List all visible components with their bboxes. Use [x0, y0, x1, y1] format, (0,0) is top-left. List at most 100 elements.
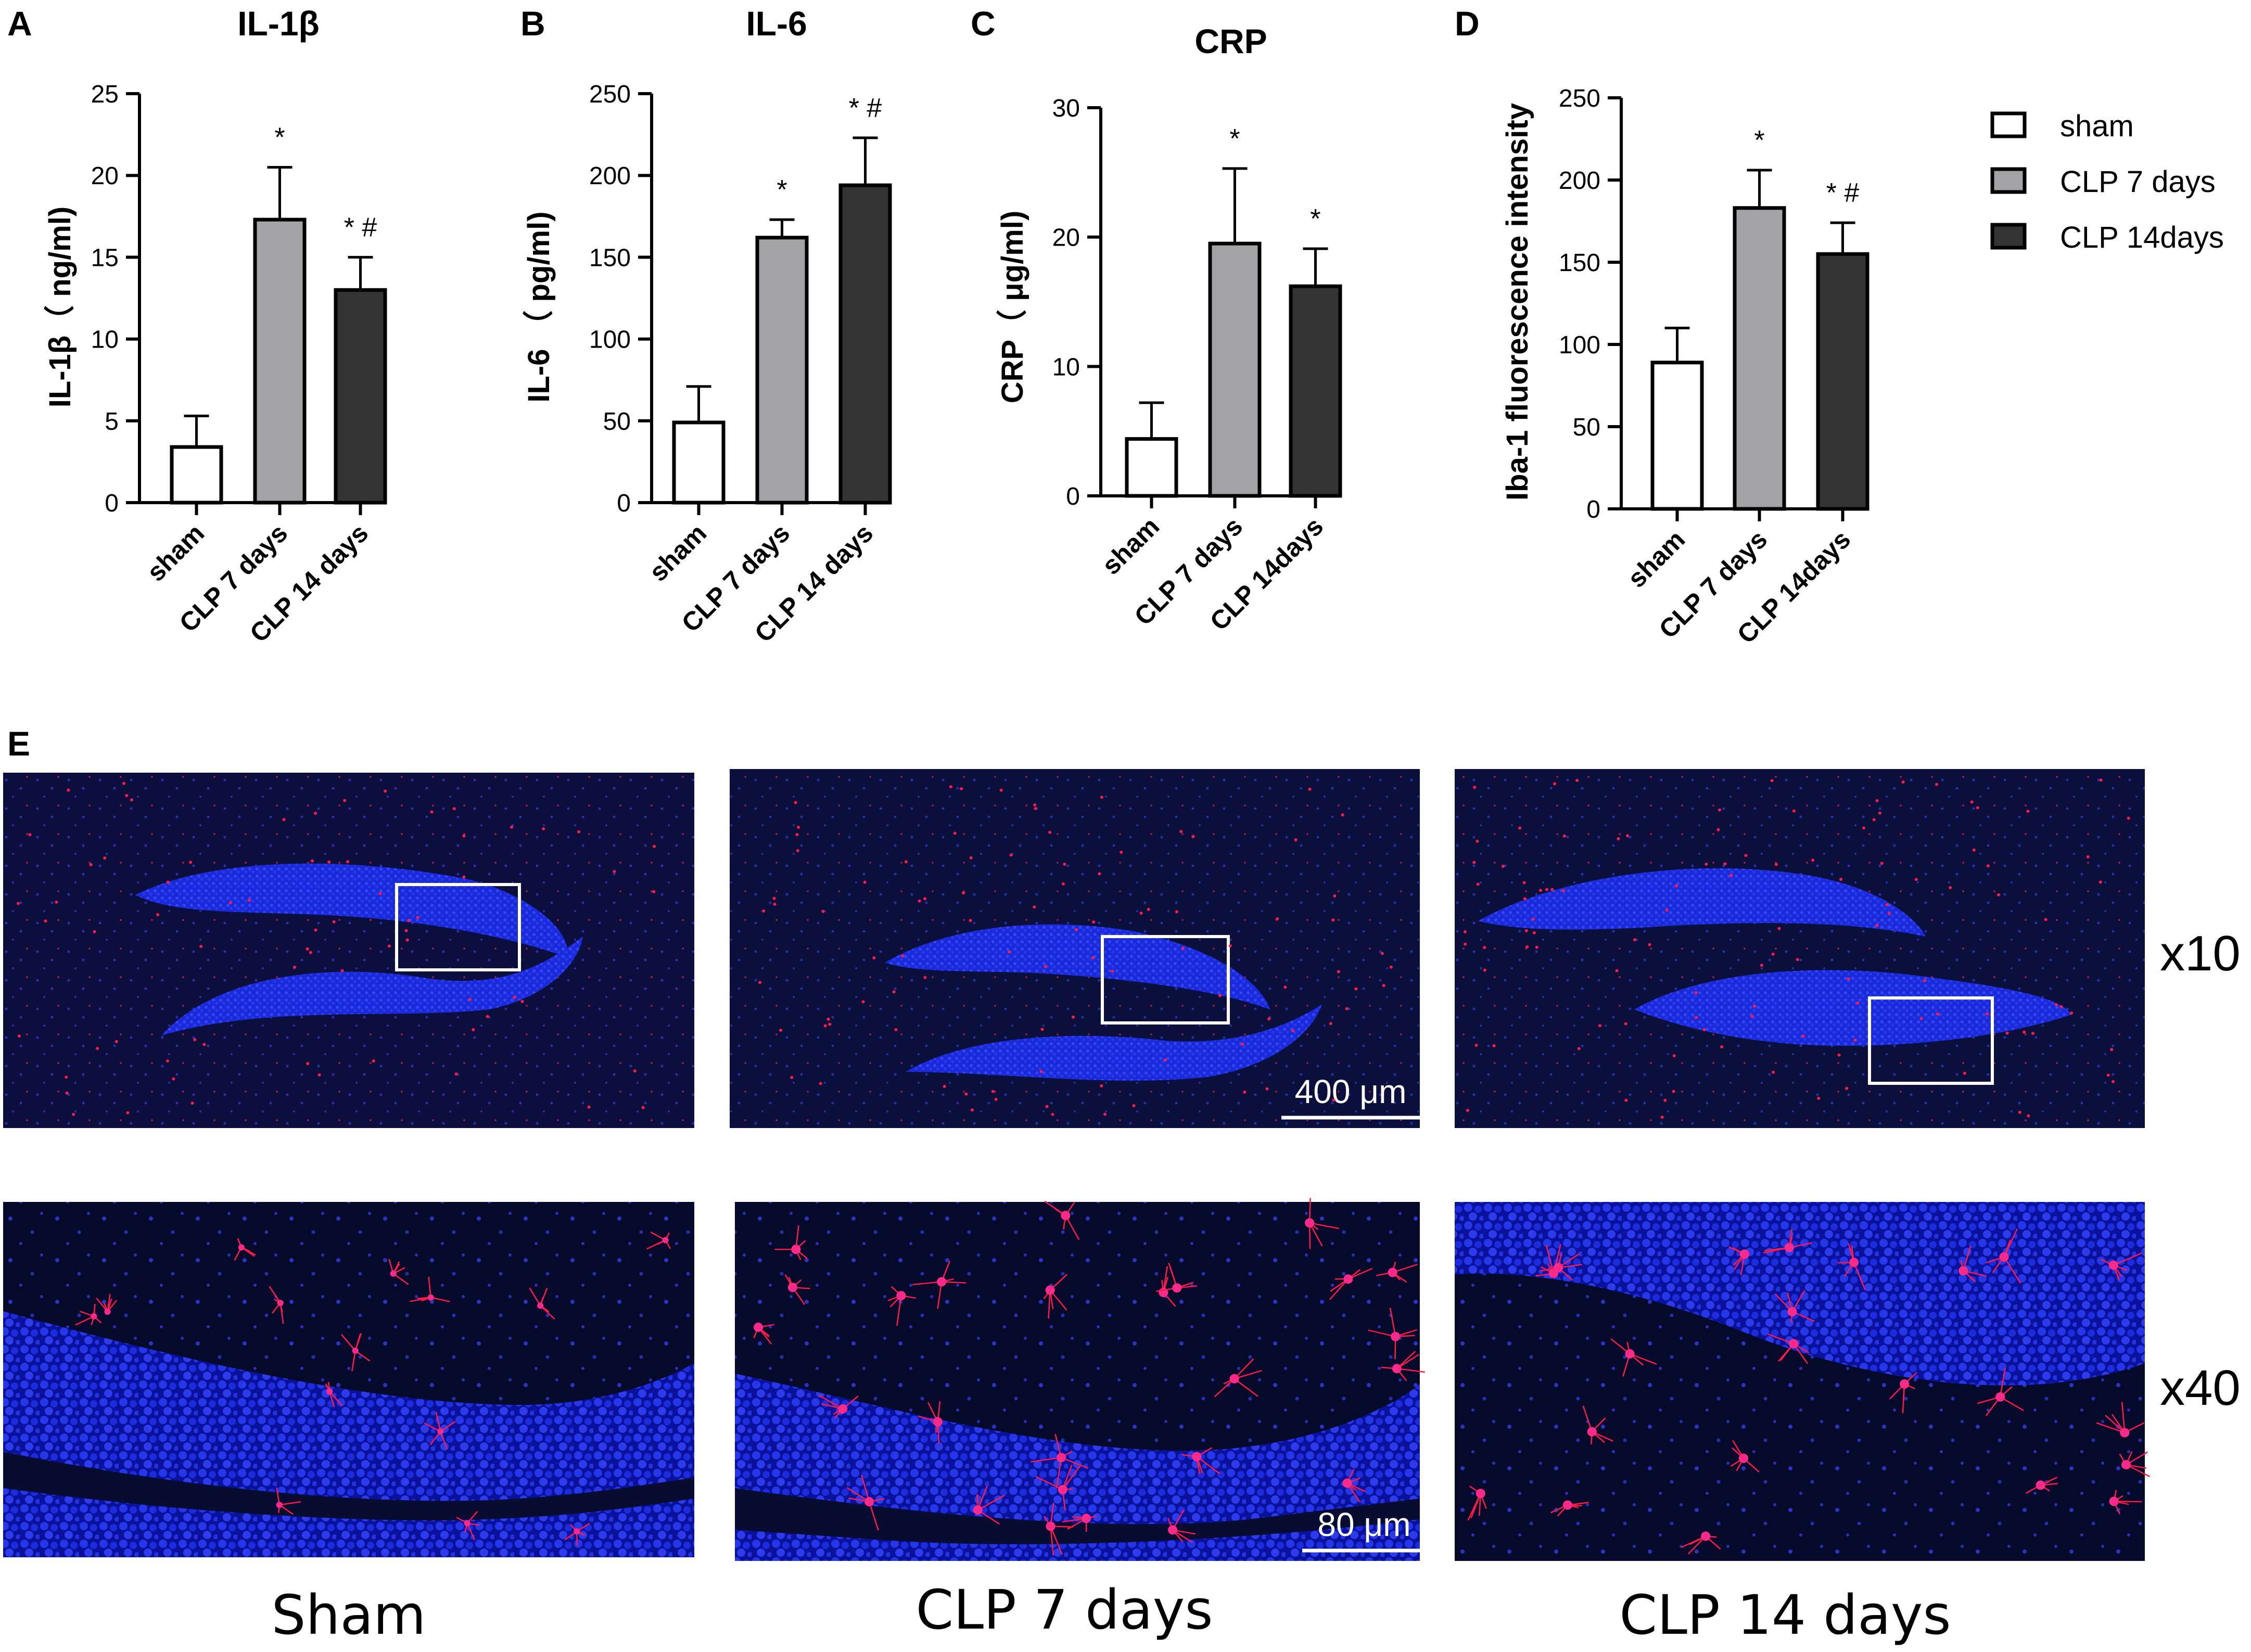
- microglia-cell: [427, 1294, 434, 1301]
- microglia-cell: [1192, 1452, 1202, 1462]
- microglia-cell: [1817, 1097, 1821, 1100]
- microglia-cell: [1044, 965, 1047, 968]
- microglia-cell: [416, 916, 419, 919]
- microglia-cell: [1147, 907, 1150, 911]
- microglia-cell: [1849, 1258, 1859, 1267]
- micrograph-x10-clp14: [1455, 769, 2145, 1128]
- microglia-cell: [1103, 1112, 1107, 1116]
- microglia-cell: [1856, 1001, 1860, 1005]
- microglia-cell: [72, 1112, 75, 1116]
- microglia-cell: [1839, 878, 1843, 881]
- microglia-cell: [652, 844, 656, 848]
- microglia-cell: [1598, 1024, 1602, 1028]
- legend-label-sham: sham: [2060, 109, 2134, 143]
- microglia-cell: [28, 833, 32, 837]
- microglia-cell: [89, 863, 93, 866]
- granule-cell-layer: [1455, 1202, 2145, 1386]
- microglia-cell: [1744, 854, 1748, 857]
- microglia-cell: [1283, 985, 1287, 989]
- microglia-cell: [282, 818, 286, 822]
- significance-marker: * #: [1826, 178, 1860, 208]
- microglia-cell: [826, 1017, 830, 1021]
- microglia-cell: [1476, 1489, 1485, 1499]
- dentate-band-lower: [1634, 970, 2071, 1046]
- microglia-cell: [1111, 969, 1114, 973]
- microglia-cell: [1218, 994, 1222, 997]
- microglia-cell: [2109, 1496, 2119, 1506]
- microglia-cell: [1901, 780, 1905, 784]
- microglia-process: [1050, 1526, 1054, 1556]
- microglia-cell: [1694, 991, 1698, 994]
- microglia-cell: [44, 919, 47, 923]
- microglia-cell: [1472, 861, 1476, 864]
- microglia-cell: [1760, 964, 1763, 967]
- microglia-cell: [1009, 853, 1013, 857]
- y-tick-label: 30: [1052, 95, 1080, 122]
- microglia-cell: [1241, 1042, 1244, 1046]
- microglia-cell: [969, 919, 972, 923]
- microglia-cell: [613, 870, 616, 874]
- microglia-process: [1050, 1526, 1063, 1555]
- micrograph-x40-sham: [3, 1202, 694, 1557]
- microglia-cell: [823, 1024, 827, 1028]
- microglia-cell: [115, 1040, 118, 1043]
- microglia-cell: [1341, 813, 1344, 817]
- microglia-cell: [462, 875, 466, 879]
- y-tick-label: 200: [589, 162, 631, 190]
- microglia-cell: [1739, 1453, 1749, 1463]
- microglia-cell: [828, 1022, 832, 1026]
- microglia-cell: [1575, 778, 1579, 782]
- microglia-cell: [791, 1245, 801, 1254]
- microglia-process: [435, 1412, 441, 1432]
- microglia-cell: [17, 902, 20, 905]
- microglia-cell: [1163, 1058, 1167, 1062]
- microglia-cell: [1648, 943, 1651, 946]
- microglia-cell: [901, 954, 905, 958]
- microglia-cell: [821, 910, 825, 913]
- microglia-cell: [125, 794, 129, 798]
- microglia-cell: [964, 1092, 968, 1096]
- microglia-cell: [1191, 835, 1195, 838]
- scale-bar-label-x10: 400 μm: [1295, 1073, 1407, 1110]
- microglia-cell: [1771, 952, 1775, 956]
- microglia-cell: [378, 892, 382, 895]
- y-tick-label: 100: [589, 326, 631, 354]
- microglia-cell: [513, 995, 516, 999]
- microglia-cell: [1919, 1017, 1923, 1020]
- bar-sham: [1650, 361, 1704, 511]
- y-tick-label: 0: [105, 490, 119, 517]
- bar-sham: [170, 445, 223, 505]
- microglia-cell: [1914, 878, 1918, 881]
- microglia-cell: [1063, 862, 1066, 866]
- legend-swatch-sham: [1990, 111, 2027, 138]
- microglia-cell: [1342, 1478, 1352, 1488]
- microglia-cell: [1476, 839, 1479, 843]
- group-caption-clp7: CLP 7 days: [915, 1578, 1213, 1642]
- microglia-cell: [1354, 987, 1358, 991]
- ylabel-iba1: Iba-1 fluorescence intensity: [1500, 103, 1534, 501]
- microglia-cell: [2031, 1032, 2034, 1035]
- microglia-cell: [247, 899, 251, 902]
- microglia-process: [341, 1334, 356, 1351]
- y-tick-label: 15: [91, 244, 119, 272]
- microglia-cell: [276, 1502, 283, 1508]
- microglia-cell: [537, 1302, 544, 1309]
- dentate-band-lower: [161, 937, 583, 1035]
- microglia-cell: [1976, 806, 1979, 810]
- microglia-cell: [787, 1283, 797, 1292]
- microglia-cell: [1774, 863, 1778, 866]
- microglia-cell: [2023, 1030, 2026, 1034]
- category-label: sham: [1622, 524, 1690, 593]
- significance-marker: *: [1310, 204, 1320, 234]
- y-tick-label: 200: [1559, 167, 1600, 195]
- microglia-cell: [2099, 778, 2103, 782]
- microglia-cell: [1139, 912, 1143, 915]
- microglia-cell: [1331, 918, 1335, 922]
- microglia-cell: [343, 799, 347, 802]
- y-tick-label: 150: [589, 244, 631, 272]
- microglia-cell: [189, 861, 193, 864]
- inset-box: [1101, 935, 1230, 1025]
- chart-title-crp: CRP: [1194, 22, 1267, 60]
